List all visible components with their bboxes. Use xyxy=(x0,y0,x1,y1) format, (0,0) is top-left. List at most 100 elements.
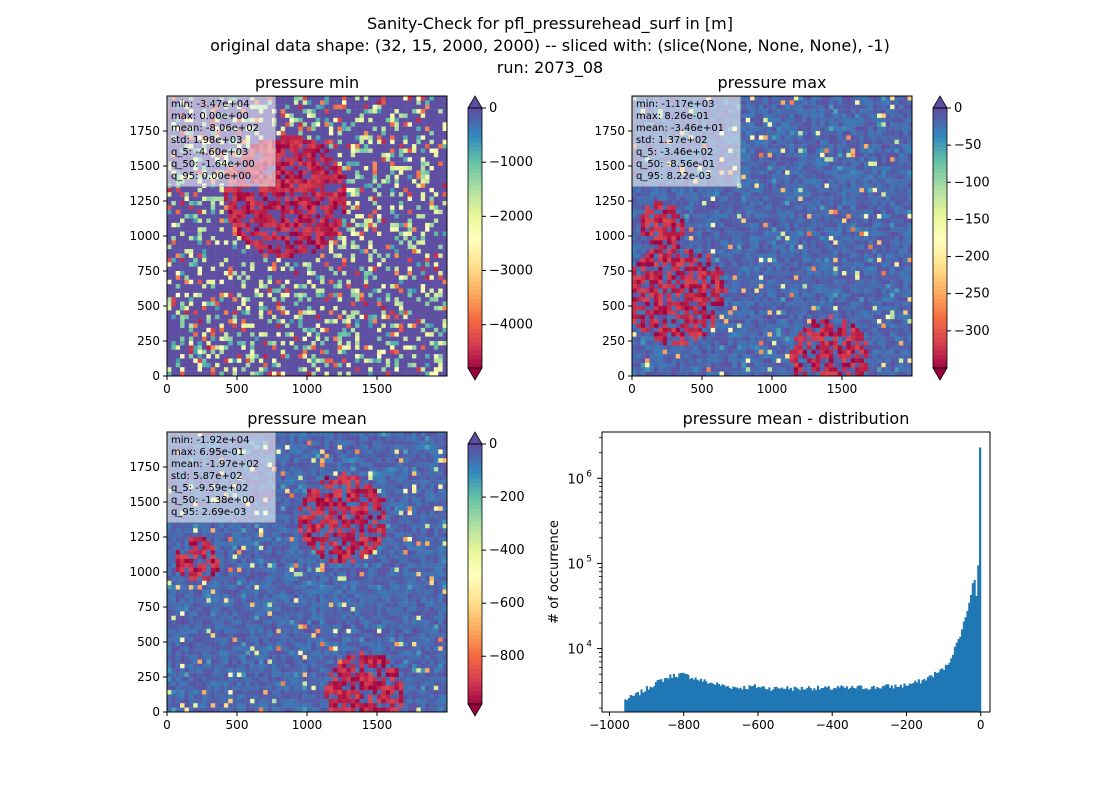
heatmap-cell xyxy=(188,218,194,224)
heatmap-cell xyxy=(898,135,904,140)
figure-title-line-1: Sanity-Check for pfl_pressurehead_surf i… xyxy=(367,14,733,34)
heatmap-cell xyxy=(254,292,260,298)
heatmap-cell xyxy=(368,292,373,298)
heatmap-cell xyxy=(328,253,334,259)
heatmap-cell xyxy=(425,214,430,219)
heatmap-cell xyxy=(381,109,386,114)
heatmap-cell xyxy=(167,257,172,263)
heatmap-cell xyxy=(324,257,330,263)
panel-title: pressure min xyxy=(255,73,359,92)
heatmap-cell xyxy=(328,236,334,241)
heatmap-cell xyxy=(193,187,198,193)
heatmap-cell xyxy=(442,100,447,105)
heatmap-cell xyxy=(215,319,220,324)
heatmap-cell xyxy=(433,109,439,114)
heatmap-cell xyxy=(333,367,338,372)
heatmap-cell xyxy=(350,306,356,311)
heatmap-cell xyxy=(302,209,308,215)
heatmap-cell xyxy=(328,310,334,315)
heatmap-cell xyxy=(328,319,334,324)
heatmap-cell xyxy=(385,336,391,342)
heatmap-cell xyxy=(285,192,290,197)
heatmap-cell xyxy=(337,196,343,202)
heatmap-cell xyxy=(903,104,908,110)
heatmap-cell xyxy=(324,227,330,232)
heatmap-cell xyxy=(412,152,417,158)
heatmap-cell xyxy=(267,209,273,215)
heatmap-cell xyxy=(350,179,356,184)
heatmap-cell xyxy=(180,314,185,320)
heatmap-cell xyxy=(333,266,338,272)
heatmap-cell xyxy=(425,345,430,350)
heatmap-cell xyxy=(407,240,413,245)
heatmap-cell xyxy=(293,209,299,215)
heatmap-cell xyxy=(425,183,430,189)
heatmap-cell xyxy=(285,371,290,376)
heatmap-cell xyxy=(346,174,351,180)
heatmap-cell xyxy=(197,292,203,298)
heatmap-cell xyxy=(311,306,316,311)
heatmap-cell xyxy=(359,166,365,171)
heatmap-cell xyxy=(337,139,343,145)
heatmap-cell xyxy=(776,96,781,101)
heatmap-cell xyxy=(412,327,417,333)
heatmap-cell xyxy=(433,275,439,280)
heatmap-cell xyxy=(442,209,447,215)
heatmap-cell xyxy=(289,122,295,127)
heatmap-cell xyxy=(776,122,781,127)
heatmap-cell xyxy=(359,183,365,189)
heatmap-cell xyxy=(333,100,338,105)
heatmap-cell xyxy=(302,354,308,359)
heatmap-cell xyxy=(315,341,321,346)
heatmap-cell xyxy=(828,113,834,119)
heatmap-cell xyxy=(315,209,321,215)
heatmap-cell xyxy=(228,288,233,294)
heatmap-cell xyxy=(272,349,277,355)
heatmap-cell xyxy=(337,279,343,285)
heatmap-cell xyxy=(324,306,330,311)
heatmap-cell xyxy=(433,349,439,355)
heatmap-cell xyxy=(320,292,325,298)
heatmap-cell xyxy=(394,257,400,263)
heatmap-cell xyxy=(206,323,211,329)
heatmap-cell xyxy=(398,152,404,158)
heatmap-cell xyxy=(293,249,299,254)
heatmap-cell xyxy=(416,139,421,145)
heatmap-cell xyxy=(420,306,426,311)
heatmap-cell xyxy=(903,131,908,136)
heatmap-cell xyxy=(180,336,185,342)
heatmap-cell xyxy=(210,253,216,259)
heatmap-cell xyxy=(363,157,369,162)
heatmap-cell xyxy=(390,179,395,184)
heatmap-cell xyxy=(363,371,369,376)
heatmap-cell xyxy=(285,306,290,311)
heatmap-cell xyxy=(438,367,443,372)
heatmap-cell xyxy=(193,288,198,294)
heatmap-cell xyxy=(197,319,203,324)
heatmap-cell xyxy=(285,266,290,272)
heatmap-cell xyxy=(429,271,435,276)
heatmap-cell xyxy=(442,231,447,237)
heatmap-cell xyxy=(824,139,830,145)
heatmap-cell xyxy=(372,231,378,237)
heatmap-cell xyxy=(381,179,386,184)
heatmap-cell xyxy=(368,257,373,263)
heatmap-cell xyxy=(237,341,242,346)
heatmap-cell xyxy=(403,292,408,298)
heatmap-cell xyxy=(398,327,404,333)
heatmap-cell xyxy=(250,332,255,337)
heatmap-cell xyxy=(377,341,382,346)
heatmap-cell xyxy=(420,349,426,355)
heatmap-cell xyxy=(403,371,408,376)
colorbar-segment xyxy=(468,164,482,170)
heatmap-cell xyxy=(307,262,312,267)
heatmap-cell xyxy=(210,341,216,346)
heatmap-cell xyxy=(407,266,413,272)
heatmap-cell xyxy=(785,113,790,119)
heatmap-cell xyxy=(272,236,277,241)
heatmap-cell xyxy=(381,126,386,132)
heatmap-cell xyxy=(407,297,413,302)
heatmap-cell xyxy=(315,131,321,136)
heatmap-cell xyxy=(359,170,365,175)
heatmap-cell xyxy=(377,161,382,167)
